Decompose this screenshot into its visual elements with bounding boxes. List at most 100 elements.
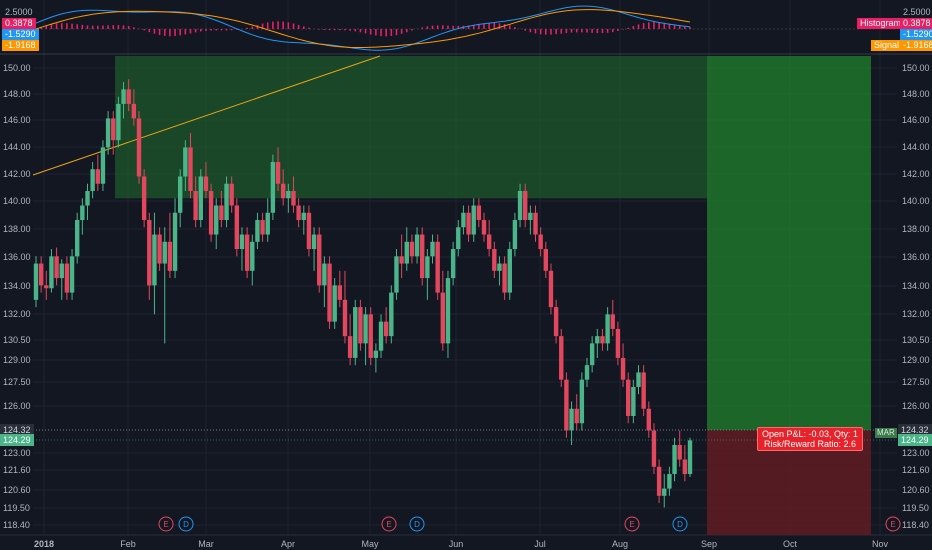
- candle-body: [193, 190, 198, 221]
- candle-body: [523, 190, 528, 221]
- price-tick-right: 134.00: [902, 281, 930, 291]
- price-tick-right: 123.00: [902, 448, 930, 458]
- candle-body: [445, 278, 451, 344]
- time-label: Oct: [783, 539, 798, 549]
- candle-body: [327, 263, 332, 322]
- profit-zone-history: [115, 56, 707, 199]
- price-tick-left: 146.00: [3, 115, 31, 125]
- time-label: Jun: [449, 539, 464, 549]
- price-tick-right: 121.60: [902, 465, 930, 475]
- candle-body: [574, 408, 579, 424]
- candle-body: [162, 241, 167, 264]
- time-label: May: [361, 539, 379, 549]
- candle-body: [368, 314, 373, 358]
- time-label: Feb: [120, 539, 136, 549]
- price-tick-right: 130.50: [902, 335, 930, 345]
- candle-body: [584, 365, 590, 380]
- risk-reward-text: Risk/Reward Ratio: 2.6: [764, 439, 857, 449]
- candle-body: [347, 336, 353, 358]
- candle-body: [383, 321, 389, 337]
- candle-body: [286, 190, 291, 199]
- candle-body: [177, 176, 183, 213]
- price-tick-left: 127.50: [3, 377, 31, 387]
- candle-body: [244, 234, 250, 271]
- event-marker: [409, 516, 425, 532]
- candle-body: [49, 256, 54, 289]
- event-marker: [178, 516, 194, 532]
- candle-body: [559, 336, 564, 380]
- candle-body: [111, 118, 116, 141]
- candle-body: [651, 430, 657, 467]
- candle-body: [311, 234, 317, 250]
- time-label: Apr: [281, 539, 295, 549]
- candle-body: [322, 263, 327, 286]
- price-tick-right: 140.00: [902, 196, 930, 206]
- candle-body: [481, 220, 487, 235]
- macd-right-label: 0.3878: [900, 18, 932, 29]
- candle-body: [399, 256, 404, 264]
- candle-body: [579, 379, 585, 424]
- price-tag-bg-left: [0, 424, 34, 436]
- candle-body: [414, 234, 420, 257]
- price-tick-left: 142.00: [3, 169, 31, 179]
- candle-body: [183, 147, 188, 177]
- time-label: Mar: [198, 539, 214, 549]
- price-tick-right: 120.60: [902, 485, 930, 495]
- candle-body: [219, 205, 224, 221]
- candle-body: [420, 234, 425, 279]
- candle-body: [33, 263, 39, 300]
- price-tick-left: 148.00: [3, 89, 31, 99]
- macd-left-label: 0.3878: [2, 18, 36, 29]
- candle-body: [188, 147, 193, 191]
- candle-body: [141, 176, 147, 221]
- event-marker: [672, 516, 688, 532]
- candle-body: [224, 183, 229, 221]
- event-marker: [624, 516, 640, 532]
- candle-body: [342, 299, 348, 337]
- price-tick-left: 119.50: [3, 503, 30, 513]
- candle-body: [569, 408, 574, 431]
- candle-body: [486, 234, 492, 250]
- candle-body: [492, 249, 497, 271]
- signal-line: [35, 9, 691, 48]
- candle-body: [44, 285, 49, 289]
- price-tick-right: 127.50: [902, 377, 930, 387]
- candle-body: [404, 241, 409, 264]
- open-pnl-box[interactable]: Open P&L: -0.03, Qty: 1 Risk/Reward Rati…: [757, 427, 864, 451]
- time-label: Nov: [872, 539, 889, 549]
- macd-right-label: Signal: [871, 40, 903, 51]
- trendline[interactable]: [32, 55, 381, 176]
- candle-body: [291, 190, 296, 206]
- candle-body: [157, 234, 162, 264]
- candle-body: [656, 466, 662, 496]
- candle-body: [147, 220, 152, 286]
- candle-body: [389, 292, 394, 337]
- candle-body: [229, 183, 234, 206]
- event-marker: [381, 516, 397, 532]
- candle-body: [85, 190, 90, 206]
- candle-body: [440, 292, 446, 344]
- candle-body: [172, 212, 178, 271]
- event-marker: [158, 516, 174, 532]
- price-tick-right: 126.00: [902, 401, 930, 411]
- price-tick-left: 130.50: [3, 335, 31, 345]
- candle-body: [100, 147, 106, 184]
- price-tick-left: 121.60: [3, 465, 31, 475]
- candle-body: [64, 263, 70, 293]
- candle-body: [512, 220, 518, 250]
- event-label: E: [386, 520, 391, 529]
- candle-body: [394, 256, 399, 293]
- candle-body: [234, 205, 240, 250]
- candle-body: [59, 263, 64, 279]
- price-tick-left: 136.00: [3, 252, 31, 262]
- candle-body: [430, 241, 435, 257]
- position-tag[interactable]: MAR: [875, 428, 897, 438]
- candle-body: [425, 256, 430, 279]
- candle-body: [507, 249, 512, 293]
- price-tick-right: 148.00: [902, 89, 930, 99]
- trendline-segment: [32, 55, 381, 176]
- candle-body: [74, 220, 80, 257]
- candle-body: [337, 285, 343, 300]
